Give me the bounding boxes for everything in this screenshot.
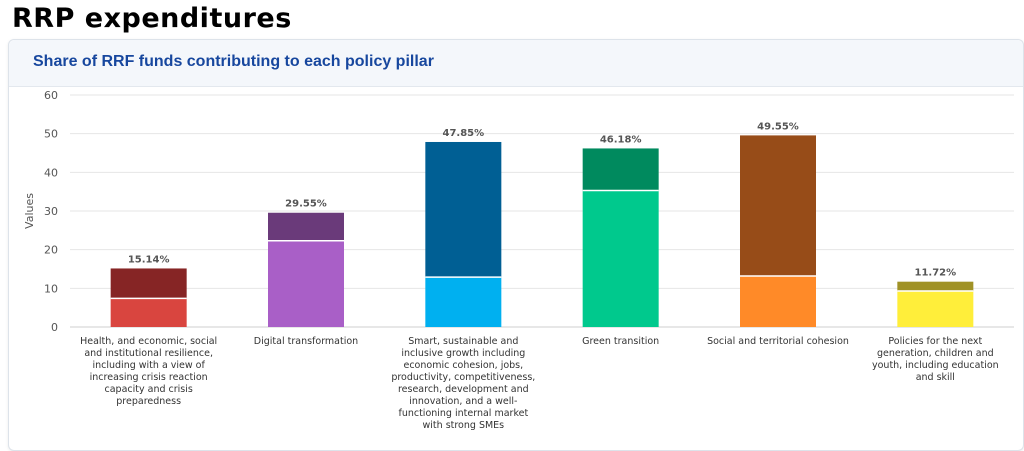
y-tick-label: 20 <box>44 244 58 257</box>
x-category-label: Policies for the next <box>888 336 982 347</box>
x-category-label: youth, including education <box>872 360 999 371</box>
x-category-label: capacity and crisis <box>105 384 193 395</box>
x-category-label: Social and territorial cohesion <box>707 336 849 347</box>
x-category-label: innovation, and a well- <box>409 396 517 407</box>
x-category-label: including with a view of <box>92 360 205 371</box>
x-category-label: economic cohesion, jobs, <box>403 360 523 371</box>
x-category-label: increasing crisis reaction <box>90 372 208 383</box>
bar-upper-segment <box>897 281 974 292</box>
bar-total-label: 47.85% <box>443 128 485 139</box>
bar-lower-segment <box>425 277 502 327</box>
card-header: Share of RRF funds contributing to each … <box>9 40 1023 87</box>
bar-total-label: 11.72% <box>915 268 957 279</box>
bar-total-label: 49.55% <box>757 121 799 132</box>
bar-lower-segment <box>740 275 816 327</box>
chart-card: Share of RRF funds contributing to each … <box>8 39 1024 451</box>
bar-upper-segment <box>740 135 816 276</box>
bar-lower-segment <box>582 190 659 327</box>
x-category-label: with strong SMEs <box>423 420 505 431</box>
y-tick-label: 30 <box>44 205 58 218</box>
page-title: RRP expenditures <box>12 3 292 34</box>
x-category-label: and skill <box>916 372 955 383</box>
y-tick-label: 0 <box>51 321 58 334</box>
x-category-label: Health, and economic, social <box>80 336 217 347</box>
bar-lower-segment <box>268 240 344 327</box>
bar-upper-segment <box>268 212 344 241</box>
bar-upper-segment <box>425 141 502 278</box>
x-category-label: Green transition <box>582 336 659 347</box>
bar-lower-segment <box>110 298 187 327</box>
y-tick-label: 10 <box>44 282 58 295</box>
bar-total-label: 29.55% <box>285 199 327 210</box>
bar-lower-segment <box>897 291 974 327</box>
x-category-label: functioning internal market <box>398 408 528 419</box>
x-category-label: and institutional resilience, <box>84 348 213 359</box>
bar-upper-segment <box>582 148 659 191</box>
x-category-label: Digital transformation <box>254 336 358 347</box>
x-category-label: generation, children and <box>877 348 994 359</box>
y-tick-label: 60 <box>44 89 58 102</box>
bar-total-label: 15.14% <box>128 254 170 265</box>
x-category-label: inclusive growth including <box>401 348 525 359</box>
y-tick-label: 50 <box>44 128 58 141</box>
x-category-label: Smart, sustainable and <box>408 336 518 347</box>
bar-total-label: 46.18% <box>600 134 642 145</box>
bar-upper-segment <box>110 268 187 299</box>
y-tick-label: 40 <box>44 166 58 179</box>
bar-chart: 0 10 20 30 40 50 60 Values 15.14% Health, and eco… <box>23 89 1014 431</box>
chart-title: Share of RRF funds contributing to each … <box>33 53 434 70</box>
x-category-label: productivity, competitiveness, <box>391 372 535 383</box>
x-category-label: preparedness <box>116 396 181 407</box>
x-category-label: research, development and <box>398 384 529 395</box>
y-axis-title: Values <box>23 193 36 229</box>
